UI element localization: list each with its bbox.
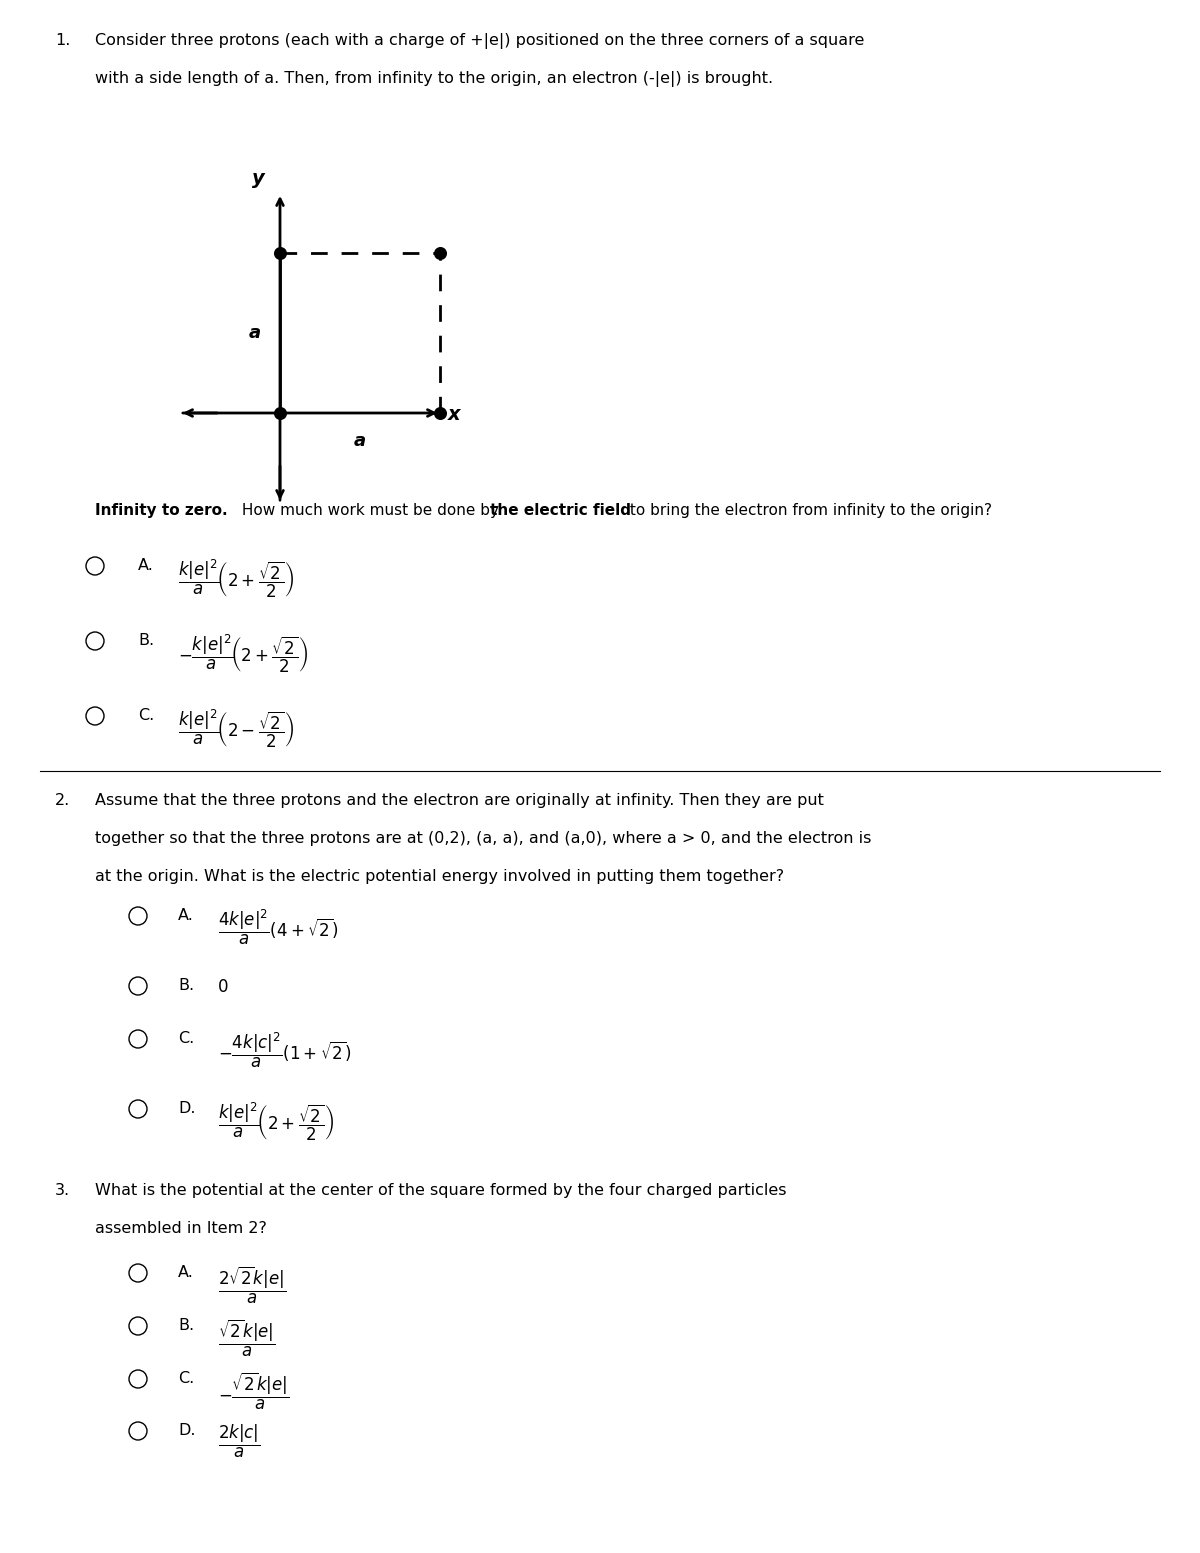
Text: a: a <box>248 325 262 342</box>
Text: $\dfrac{4k|e|^2}{a}(4+\sqrt{2})$: $\dfrac{4k|e|^2}{a}(4+\sqrt{2})$ <box>218 909 338 947</box>
Text: together so that the three protons are at (0,2), (a, a), and (a,0), where a > 0,: together so that the three protons are a… <box>95 831 871 846</box>
Text: C.: C. <box>178 1031 194 1047</box>
Text: 0: 0 <box>218 978 228 995</box>
Text: What is the potential at the center of the square formed by the four charged par: What is the potential at the center of t… <box>95 1183 786 1197</box>
Text: $\dfrac{k|e|^2}{a}\!\left(2-\dfrac{\sqrt{2}}{2}\right)$: $\dfrac{k|e|^2}{a}\!\left(2-\dfrac{\sqrt… <box>178 708 294 750</box>
Point <box>431 401 450 426</box>
Text: B.: B. <box>138 634 154 648</box>
Text: 3.: 3. <box>55 1183 70 1197</box>
Text: $-\dfrac{4k|c|^2}{a}(1+\sqrt{2})$: $-\dfrac{4k|c|^2}{a}(1+\sqrt{2})$ <box>218 1031 352 1070</box>
Text: 2.: 2. <box>55 794 71 808</box>
Text: C.: C. <box>138 708 155 724</box>
Text: $-\dfrac{\sqrt{2}k|e|}{a}$: $-\dfrac{\sqrt{2}k|e|}{a}$ <box>218 1371 289 1412</box>
Text: x: x <box>448 405 461 424</box>
Text: A.: A. <box>178 1266 194 1280</box>
Text: $\dfrac{k|e|^2}{a}\!\left(2+\dfrac{\sqrt{2}}{2}\right)$: $\dfrac{k|e|^2}{a}\!\left(2+\dfrac{\sqrt… <box>178 558 294 601</box>
Text: Consider three protons (each with a charge of +|e|) positioned on the three corn: Consider three protons (each with a char… <box>95 33 864 50</box>
Text: to bring the electron from infinity to the origin?: to bring the electron from infinity to t… <box>625 503 992 519</box>
Text: B.: B. <box>178 978 194 992</box>
Text: $\dfrac{2\sqrt{2}k|e|}{a}$: $\dfrac{2\sqrt{2}k|e|}{a}$ <box>218 1266 286 1306</box>
Text: A.: A. <box>178 909 194 922</box>
Text: Infinity to zero.: Infinity to zero. <box>95 503 228 519</box>
Text: a: a <box>354 432 366 450</box>
Text: Assume that the three protons and the electron are originally at infinity. Then : Assume that the three protons and the el… <box>95 794 824 808</box>
Point <box>270 401 289 426</box>
Text: $\dfrac{\sqrt{2}k|e|}{a}$: $\dfrac{\sqrt{2}k|e|}{a}$ <box>218 1318 276 1359</box>
Text: the electric field: the electric field <box>490 503 631 519</box>
Text: y: y <box>252 169 264 188</box>
Text: D.: D. <box>178 1101 196 1117</box>
Text: with a side length of a. Then, from infinity to the origin, an electron (-|e|) i: with a side length of a. Then, from infi… <box>95 71 773 87</box>
Text: $\dfrac{k|e|^2}{a}\!\left(2+\dfrac{\sqrt{2}}{2}\right)$: $\dfrac{k|e|^2}{a}\!\left(2+\dfrac{\sqrt… <box>218 1101 335 1143</box>
Text: $-\dfrac{k|e|^2}{a}\!\left(2+\dfrac{\sqrt{2}}{2}\right)$: $-\dfrac{k|e|^2}{a}\!\left(2+\dfrac{\sqr… <box>178 634 308 676</box>
Point <box>270 241 289 266</box>
Text: B.: B. <box>178 1318 194 1332</box>
Point <box>431 241 450 266</box>
Text: C.: C. <box>178 1371 194 1385</box>
Text: assembled in Item 2?: assembled in Item 2? <box>95 1221 266 1236</box>
Text: D.: D. <box>178 1423 196 1438</box>
Text: A.: A. <box>138 558 154 573</box>
Text: at the origin. What is the electric potential energy involved in putting them to: at the origin. What is the electric pote… <box>95 870 784 884</box>
Text: $\dfrac{2k|c|}{a}$: $\dfrac{2k|c|}{a}$ <box>218 1423 260 1460</box>
Text: How much work must be done by: How much work must be done by <box>238 503 504 519</box>
Text: 1.: 1. <box>55 33 71 48</box>
